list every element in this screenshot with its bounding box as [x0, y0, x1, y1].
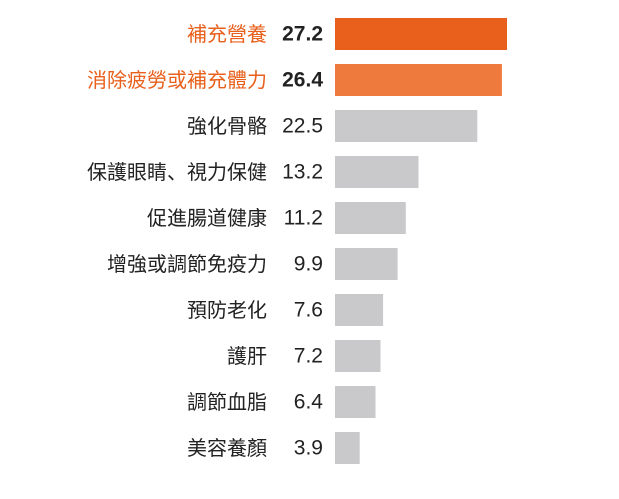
category-label-1: 消除疲勞或補充體力 — [87, 68, 267, 92]
bar-6 — [335, 294, 384, 326]
category-label-6: 預防老化 — [187, 298, 267, 322]
value-label-5: 9.9 — [294, 253, 323, 276]
value-label-0: 27.2 — [282, 23, 323, 46]
bar-9 — [335, 432, 360, 464]
category-label-5: 增強或調節免疫力 — [107, 252, 267, 276]
bar-4 — [335, 202, 406, 234]
bar-1 — [335, 64, 502, 96]
bar-0 — [335, 18, 507, 50]
category-label-8: 調節血脂 — [187, 390, 267, 414]
category-label-7: 護肝 — [227, 344, 267, 368]
value-label-6: 7.6 — [294, 299, 323, 322]
category-label-9: 美容養顏 — [187, 436, 267, 460]
value-label-9: 3.9 — [294, 437, 323, 460]
value-label-2: 22.5 — [282, 115, 323, 138]
category-label-2: 強化骨骼 — [187, 114, 267, 138]
value-label-8: 6.4 — [294, 391, 324, 414]
category-label-4: 促進腸道健康 — [147, 206, 267, 230]
bar-2 — [335, 110, 478, 142]
bar-3 — [335, 156, 419, 188]
value-label-7: 7.2 — [294, 345, 323, 368]
value-label-3: 13.2 — [282, 161, 323, 184]
bar-5 — [335, 248, 398, 280]
value-label-4: 11.2 — [284, 207, 323, 230]
category-label-0: 補充營養 — [187, 22, 267, 46]
category-label-3: 保護眼睛、視力保健 — [87, 160, 267, 184]
value-label-1: 26.4 — [282, 69, 323, 92]
bar-8 — [335, 386, 376, 418]
bar-7 — [335, 340, 381, 372]
